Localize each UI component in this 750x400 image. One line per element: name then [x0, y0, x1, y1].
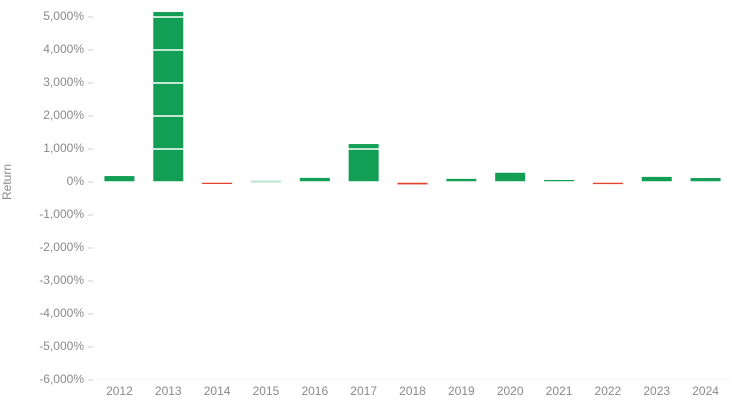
x-tick-label: 2013	[155, 384, 182, 398]
x-tick-label: 2015	[253, 384, 280, 398]
y-tick-label: 2,000%	[43, 108, 84, 122]
y-tick-label: 5,000%	[43, 9, 84, 23]
x-tick-label: 2019	[448, 384, 475, 398]
bar	[592, 182, 623, 185]
y-tick-label: -6,000%	[39, 372, 84, 386]
x-tick-label: 2017	[350, 384, 377, 398]
y-tick-label: -5,000%	[39, 339, 84, 353]
x-tick-label: 2020	[497, 384, 524, 398]
y-tick-label: -2,000%	[39, 240, 84, 254]
bar	[446, 178, 477, 182]
x-tick-label: 2016	[301, 384, 328, 398]
x-tick-label: 2014	[204, 384, 231, 398]
x-tick-label: 2024	[692, 384, 719, 398]
x-tick-label: 2021	[546, 384, 573, 398]
bar	[348, 144, 379, 182]
bar	[690, 178, 721, 182]
bar	[495, 172, 526, 182]
y-tick-label: -3,000%	[39, 273, 84, 287]
bar	[299, 177, 330, 182]
y-axis-title: Return	[0, 164, 14, 200]
y-tick-label: 4,000%	[43, 42, 84, 56]
bar	[153, 12, 184, 182]
y-tick-label: 0%	[67, 174, 85, 188]
bar	[544, 180, 575, 183]
y-tick-label: 1,000%	[43, 141, 84, 155]
bar	[397, 182, 428, 185]
bar	[641, 176, 672, 182]
x-tick-label: 2023	[643, 384, 670, 398]
x-tick-label: 2012	[106, 384, 133, 398]
y-tick-label: -4,000%	[39, 306, 84, 320]
bar	[202, 182, 233, 184]
y-tick-label: -1,000%	[39, 207, 84, 221]
x-tick-label: 2018	[399, 384, 426, 398]
y-tick-label: 3,000%	[43, 75, 84, 89]
bar	[104, 176, 135, 182]
x-tick-label: 2022	[595, 384, 622, 398]
